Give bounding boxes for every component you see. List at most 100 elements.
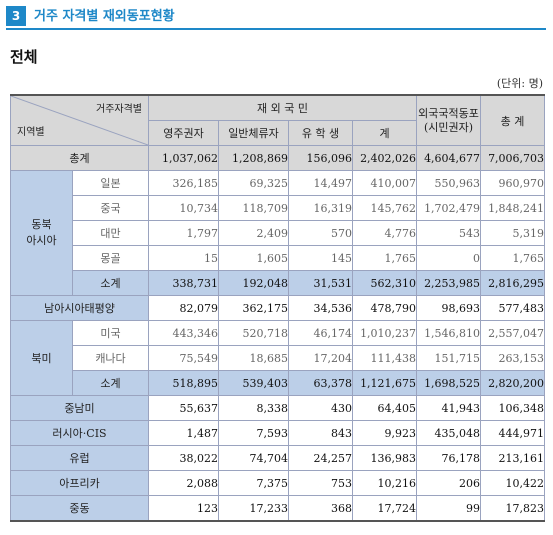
table-row: 중남미 55,637 8,338 430 64,405 41,943 106,3… bbox=[10, 395, 546, 421]
header-korean-nationals: 재 외 국 민 bbox=[147, 94, 418, 121]
country-label: 대만 bbox=[72, 220, 149, 246]
table-cell: 1,208,869 bbox=[218, 145, 289, 171]
region-russia-cis: 러시아·CIS bbox=[10, 420, 149, 446]
table-cell: 106,348 bbox=[480, 395, 546, 421]
table-cell: 192,048 bbox=[218, 270, 289, 296]
table-cell: 7,375 bbox=[218, 470, 289, 496]
table-cell: 2,253,985 bbox=[416, 270, 482, 296]
section-header: 3 거주 자격별 재외동포현황 bbox=[6, 6, 546, 30]
subtotal-row: 소계 338,731 192,048 31,531 562,310 2,253,… bbox=[11, 270, 546, 296]
table-cell: 753 bbox=[288, 470, 353, 496]
table-cell: 76,178 bbox=[416, 445, 482, 471]
subtotal-label: 소계 bbox=[72, 270, 149, 296]
table-cell: 14,497 bbox=[288, 170, 353, 196]
table-cell: 156,096 bbox=[288, 145, 353, 171]
header-sum: 계 bbox=[351, 120, 418, 146]
table-cell: 2,557,047 bbox=[480, 320, 546, 346]
table-row: 대만 1,797 2,409 570 4,776 543 5,319 bbox=[11, 220, 546, 246]
table-cell: 570 bbox=[288, 220, 353, 246]
table-cell: 7,593 bbox=[218, 420, 289, 446]
table-cell: 326,185 bbox=[148, 170, 219, 196]
table-cell: 17,724 bbox=[351, 495, 418, 522]
table-row: 남아시아태평양 82,079 362,175 34,536 478,790 98… bbox=[10, 295, 546, 321]
table-cell: 2,820,200 bbox=[480, 370, 546, 396]
table-cell: 410,007 bbox=[351, 170, 418, 196]
table-cell: 444,971 bbox=[480, 420, 546, 446]
table-cell: 4,604,677 bbox=[416, 145, 482, 171]
table-cell: 539,403 bbox=[218, 370, 289, 396]
table-cell: 263,153 bbox=[480, 345, 546, 371]
table-cell: 16,319 bbox=[288, 195, 353, 221]
table-cell: 518,895 bbox=[148, 370, 219, 396]
table-cell: 15 bbox=[148, 245, 219, 271]
table-cell: 362,175 bbox=[218, 295, 289, 321]
header-general: 일반체류자 bbox=[218, 120, 289, 146]
table-row: 동북 아시아 일본 326,185 69,325 14,497 410,007 … bbox=[10, 170, 546, 296]
corner-bottom-label: 지역별 bbox=[17, 127, 45, 138]
table-cell: 10,422 bbox=[480, 470, 546, 496]
table-cell: 435,048 bbox=[416, 420, 482, 446]
subtotal-label: 소계 bbox=[72, 370, 149, 396]
table-cell: 550,963 bbox=[416, 170, 482, 196]
table-cell: 31,531 bbox=[288, 270, 353, 296]
table-cell: 10,734 bbox=[148, 195, 219, 221]
region-latin-america: 중남미 bbox=[10, 395, 149, 421]
table-cell: 17,204 bbox=[288, 345, 353, 371]
region-northeast-asia: 동북 아시아 bbox=[10, 170, 73, 296]
table-cell: 577,483 bbox=[480, 295, 546, 321]
table-cell: 1,797 bbox=[148, 220, 219, 246]
table-cell: 1,765 bbox=[351, 245, 418, 271]
total-row: 총계 1,037,062 1,208,869 156,096 2,402,026… bbox=[10, 145, 546, 171]
table-cell: 118,709 bbox=[218, 195, 289, 221]
table-cell: 1,698,525 bbox=[416, 370, 482, 396]
table-cell: 82,079 bbox=[148, 295, 219, 321]
table-cell: 145,762 bbox=[351, 195, 418, 221]
table-cell: 136,983 bbox=[351, 445, 418, 471]
country-label: 미국 bbox=[72, 320, 149, 346]
table-cell: 1,037,062 bbox=[148, 145, 219, 171]
table-cell: 46,174 bbox=[288, 320, 353, 346]
table-row: 중동 123 17,233 368 17,724 99 17,823 bbox=[10, 495, 546, 522]
table-cell: 2,402,026 bbox=[351, 145, 418, 171]
table-cell: 543 bbox=[416, 220, 482, 246]
header-grand-total: 총 계 bbox=[480, 94, 546, 146]
table-cell: 2,409 bbox=[218, 220, 289, 246]
table-cell: 9,923 bbox=[351, 420, 418, 446]
country-label: 몽골 bbox=[72, 245, 149, 271]
region-europe: 유럽 bbox=[10, 445, 149, 471]
table-cell: 4,776 bbox=[351, 220, 418, 246]
country-label: 일본 bbox=[72, 170, 149, 196]
total-label: 총계 bbox=[10, 145, 149, 171]
region-africa: 아프리카 bbox=[10, 470, 149, 496]
table-cell: 74,704 bbox=[218, 445, 289, 471]
table-subtitle: 전체 bbox=[10, 48, 38, 66]
table-cell: 151,715 bbox=[416, 345, 482, 371]
table-cell: 1,702,479 bbox=[416, 195, 482, 221]
corner-header: 거주자격별 지역별 bbox=[10, 94, 149, 146]
table-cell: 111,438 bbox=[351, 345, 418, 371]
table-cell: 10,216 bbox=[351, 470, 418, 496]
country-label: 중국 bbox=[72, 195, 149, 221]
table-cell: 98,693 bbox=[416, 295, 482, 321]
table-cell: 1,848,241 bbox=[480, 195, 546, 221]
table-cell: 34,536 bbox=[288, 295, 353, 321]
unit-label: (단위: 명) bbox=[496, 77, 543, 90]
section-number: 3 bbox=[6, 6, 26, 26]
table-cell: 1,546,810 bbox=[416, 320, 482, 346]
table-cell: 17,823 bbox=[480, 495, 546, 522]
table-cell: 41,943 bbox=[416, 395, 482, 421]
table-row: 북미 미국 443,346 520,718 46,174 1,010,237 1… bbox=[10, 320, 546, 396]
table-cell: 17,233 bbox=[218, 495, 289, 522]
region-south-asia-pacific: 남아시아태평양 bbox=[10, 295, 149, 321]
table-cell: 0 bbox=[416, 245, 482, 271]
table-row: 러시아·CIS 1,487 7,593 843 9,923 435,048 44… bbox=[10, 420, 546, 446]
table-cell: 368 bbox=[288, 495, 353, 522]
region-middle-east: 중동 bbox=[10, 495, 149, 522]
table-cell: 2,088 bbox=[148, 470, 219, 496]
country-label: 캐나다 bbox=[72, 345, 149, 371]
table-cell: 213,161 bbox=[480, 445, 546, 471]
subtotal-row: 소계 518,895 539,403 63,378 1,121,675 1,69… bbox=[11, 370, 546, 396]
table-cell: 1,605 bbox=[218, 245, 289, 271]
table-cell: 430 bbox=[288, 395, 353, 421]
table-cell: 1,010,237 bbox=[351, 320, 418, 346]
